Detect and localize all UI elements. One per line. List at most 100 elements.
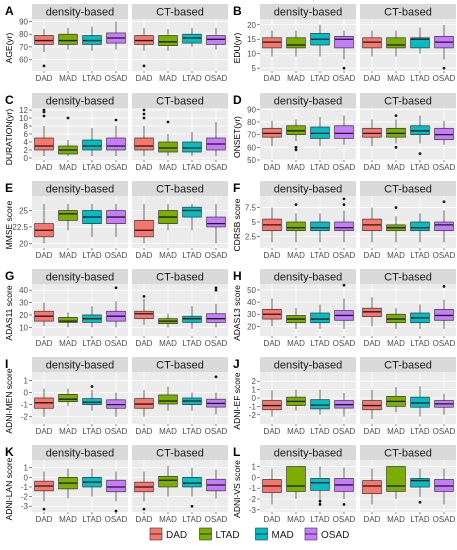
x-tick-label: DAD <box>264 74 281 83</box>
box-MAD <box>386 308 406 329</box>
facet-strip <box>32 445 128 460</box>
facet-strip <box>32 269 128 284</box>
x-tick-label: OSAD <box>105 251 128 260</box>
box-MAD <box>58 27 78 50</box>
y-tick-label: 22.5 <box>12 223 28 232</box>
panel-B: B EDU(yr) 5 10 15 20 density-based DAD MAD LTAD OS… <box>232 4 456 83</box>
box-body <box>58 317 78 323</box>
y-tick-label: 80 <box>247 118 256 127</box>
facet-label: CT-based <box>156 448 204 460</box>
box-body <box>410 37 430 49</box>
y-tick-label: 60 <box>19 56 28 65</box>
box-DAD <box>134 471 154 511</box>
x-tick-label: OSAD <box>433 251 456 260</box>
x-tick-label: OSAD <box>105 339 128 348</box>
x-tick-label: MAD <box>287 427 305 436</box>
outlier-point <box>418 500 422 504</box>
facet-strip <box>132 4 228 19</box>
box-body <box>286 221 306 232</box>
box-DAD <box>362 30 382 57</box>
box-body <box>334 221 354 232</box>
facet-strip <box>132 93 228 108</box>
box-OSAD <box>434 468 454 505</box>
box-LTAD <box>410 468 430 504</box>
x-tick-label: OSAD <box>433 74 456 83</box>
box-DAD <box>34 203 54 244</box>
x-tick-label: LTAD <box>82 515 101 524</box>
y-tick-label: 0 <box>24 473 29 482</box>
x-tick-label: OSAD <box>205 339 228 348</box>
x-tick-label: DAD <box>36 251 53 260</box>
y-tick-label: 90 <box>247 105 256 114</box>
y-tick-label: 6 <box>24 130 29 139</box>
box-DAD <box>34 302 54 327</box>
x-tick-label: MAD <box>287 339 305 348</box>
x-tick-label: MAD <box>387 251 405 260</box>
box-body <box>34 137 54 151</box>
facet-strip <box>132 445 228 460</box>
x-tick-label: LTAD <box>182 163 201 172</box>
x-tick-label: LTAD <box>410 339 429 348</box>
y-axis-label: ADNI-LAN score <box>4 457 14 520</box>
box-body <box>158 35 178 46</box>
x-tick-label: OSAD <box>333 339 356 348</box>
box-body <box>286 37 306 49</box>
box-MAD <box>158 203 178 231</box>
x-tick-label: MAD <box>159 251 177 260</box>
facet-strip <box>360 357 456 372</box>
x-tick-label: OSAD <box>205 163 228 172</box>
y-tick-label: -3 <box>21 502 29 511</box>
x-tick-label: OSAD <box>333 515 356 524</box>
facet-strip <box>132 269 228 284</box>
x-tick-label: OSAD <box>105 515 128 524</box>
box-body <box>58 210 78 221</box>
panel-letter: E <box>5 181 13 195</box>
x-tick-label: DAD <box>36 74 53 83</box>
box-LTAD <box>82 468 102 497</box>
y-tick-label: -2 <box>21 413 29 422</box>
outlier-point <box>394 145 398 149</box>
y-tick-label: 1 <box>252 463 257 472</box>
outlier-point <box>142 112 146 116</box>
y-axis-label: ONSET(yr) <box>232 116 242 158</box>
x-tick-label: MAD <box>59 427 77 436</box>
y-tick-label: 40 <box>19 286 28 295</box>
box-LTAD <box>310 116 330 147</box>
x-tick-label: LTAD <box>310 163 329 172</box>
x-tick-label: DAD <box>264 163 281 172</box>
y-tick-label: 50 <box>247 156 256 165</box>
x-tick-label: DAD <box>136 515 153 524</box>
x-tick-label: OSAD <box>205 251 228 260</box>
box-OSAD <box>434 200 454 243</box>
box-LTAD <box>410 386 430 417</box>
facet-label: density-based <box>46 448 115 460</box>
box-OSAD <box>334 467 354 506</box>
box-body <box>410 478 430 488</box>
box-body <box>386 466 406 492</box>
x-tick-label: DAD <box>264 251 281 260</box>
box-DAD <box>34 108 54 156</box>
box-OSAD <box>206 203 226 244</box>
y-tick-label: 8 <box>24 122 29 131</box>
outlier-point <box>114 286 118 290</box>
legend-item: OSAD <box>304 527 349 541</box>
y-tick-label: 0 <box>252 473 257 482</box>
outlier-point <box>318 503 322 506</box>
x-tick-label: MAD <box>159 74 177 83</box>
y-tick-label: -3 <box>249 506 257 515</box>
outlier-point <box>294 148 298 152</box>
x-tick-label: DAD <box>364 74 381 83</box>
box-OSAD <box>334 197 354 243</box>
x-tick-label: MAD <box>159 339 177 348</box>
x-tick-label: MAD <box>387 427 405 436</box>
outlier-point <box>114 118 118 122</box>
legend-item: MAD <box>255 527 294 541</box>
outlier-point <box>42 108 46 112</box>
facet-strip <box>260 93 356 108</box>
outlier-point <box>342 503 346 506</box>
box-MAD <box>286 119 306 152</box>
box-MAD <box>386 466 406 499</box>
x-tick-label: DAD <box>264 339 281 348</box>
facet-label: CT-based <box>156 184 204 196</box>
